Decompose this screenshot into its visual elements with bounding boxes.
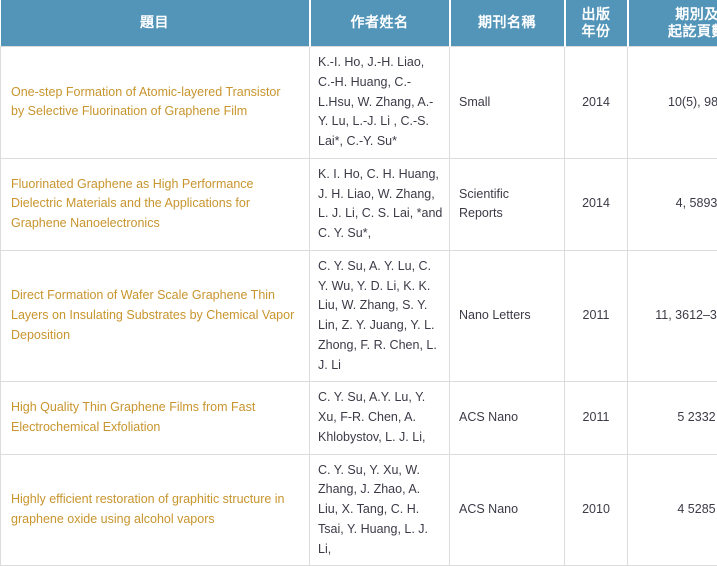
table-row: Direct Formation of Wafer Scale Graphene…: [1, 250, 717, 382]
cell-authors: K. I. Ho, C. H. Huang, J. H. Liao, W. Zh…: [310, 158, 450, 250]
header-row: 題目 作者姓名 期刊名稱 出版 年份 期別及 起訖頁數: [1, 0, 717, 47]
cell-journal: Small: [450, 47, 565, 159]
cell-year: 2011: [565, 250, 628, 382]
cell-title[interactable]: Direct Formation of Wafer Scale Graphene…: [1, 250, 310, 382]
cell-issue-pages: 11, 3612–3616: [628, 250, 717, 382]
table-header: 題目 作者姓名 期刊名稱 出版 年份 期別及 起訖頁數: [1, 0, 717, 47]
column-header-year-line1: 出版: [582, 6, 611, 22]
cell-journal: Scientific Reports: [450, 158, 565, 250]
cell-title[interactable]: One-step Formation of Atomic-layered Tra…: [1, 47, 310, 159]
cell-title[interactable]: High Quality Thin Graphene Films from Fa…: [1, 382, 310, 454]
column-header-year[interactable]: 出版 年份: [565, 0, 628, 47]
column-header-journal[interactable]: 期刊名稱: [450, 0, 565, 47]
table-row: High Quality Thin Graphene Films from Fa…: [1, 382, 717, 454]
table-body: One-step Formation of Atomic-layered Tra…: [1, 47, 717, 566]
cell-year: 2014: [565, 158, 628, 250]
cell-authors: C. Y. Su, A.Y. Lu, Y. Xu, F-R. Chen, A. …: [310, 382, 450, 454]
column-header-issue-pages[interactable]: 期別及 起訖頁數: [628, 0, 717, 47]
column-header-year-line2: 年份: [582, 23, 611, 39]
cell-authors: C. Y. Su, A. Y. Lu, C. Y. Wu, Y. D. Li, …: [310, 250, 450, 382]
cell-title[interactable]: Fluorinated Graphene as High Performance…: [1, 158, 310, 250]
column-header-issue-line2: 起訖頁數: [668, 23, 717, 39]
table-row: Fluorinated Graphene as High Performance…: [1, 158, 717, 250]
column-header-authors[interactable]: 作者姓名: [310, 0, 450, 47]
cell-issue-pages: 4, 5893: [628, 158, 717, 250]
cell-issue-pages: 5 2332: [628, 382, 717, 454]
cell-year: 2014: [565, 47, 628, 159]
cell-issue-pages: 10(5), 989: [628, 47, 717, 159]
column-header-issue-line1: 期別及: [675, 6, 717, 22]
cell-year: 2011: [565, 382, 628, 454]
cell-authors: K.-I. Ho, J.-H. Liao, C.-H. Huang, C.-L.…: [310, 47, 450, 159]
cell-journal: Nano Letters: [450, 250, 565, 382]
column-header-title[interactable]: 題目: [1, 0, 310, 47]
cell-journal: ACS Nano: [450, 382, 565, 454]
table-row: One-step Formation of Atomic-layered Tra…: [1, 47, 717, 159]
